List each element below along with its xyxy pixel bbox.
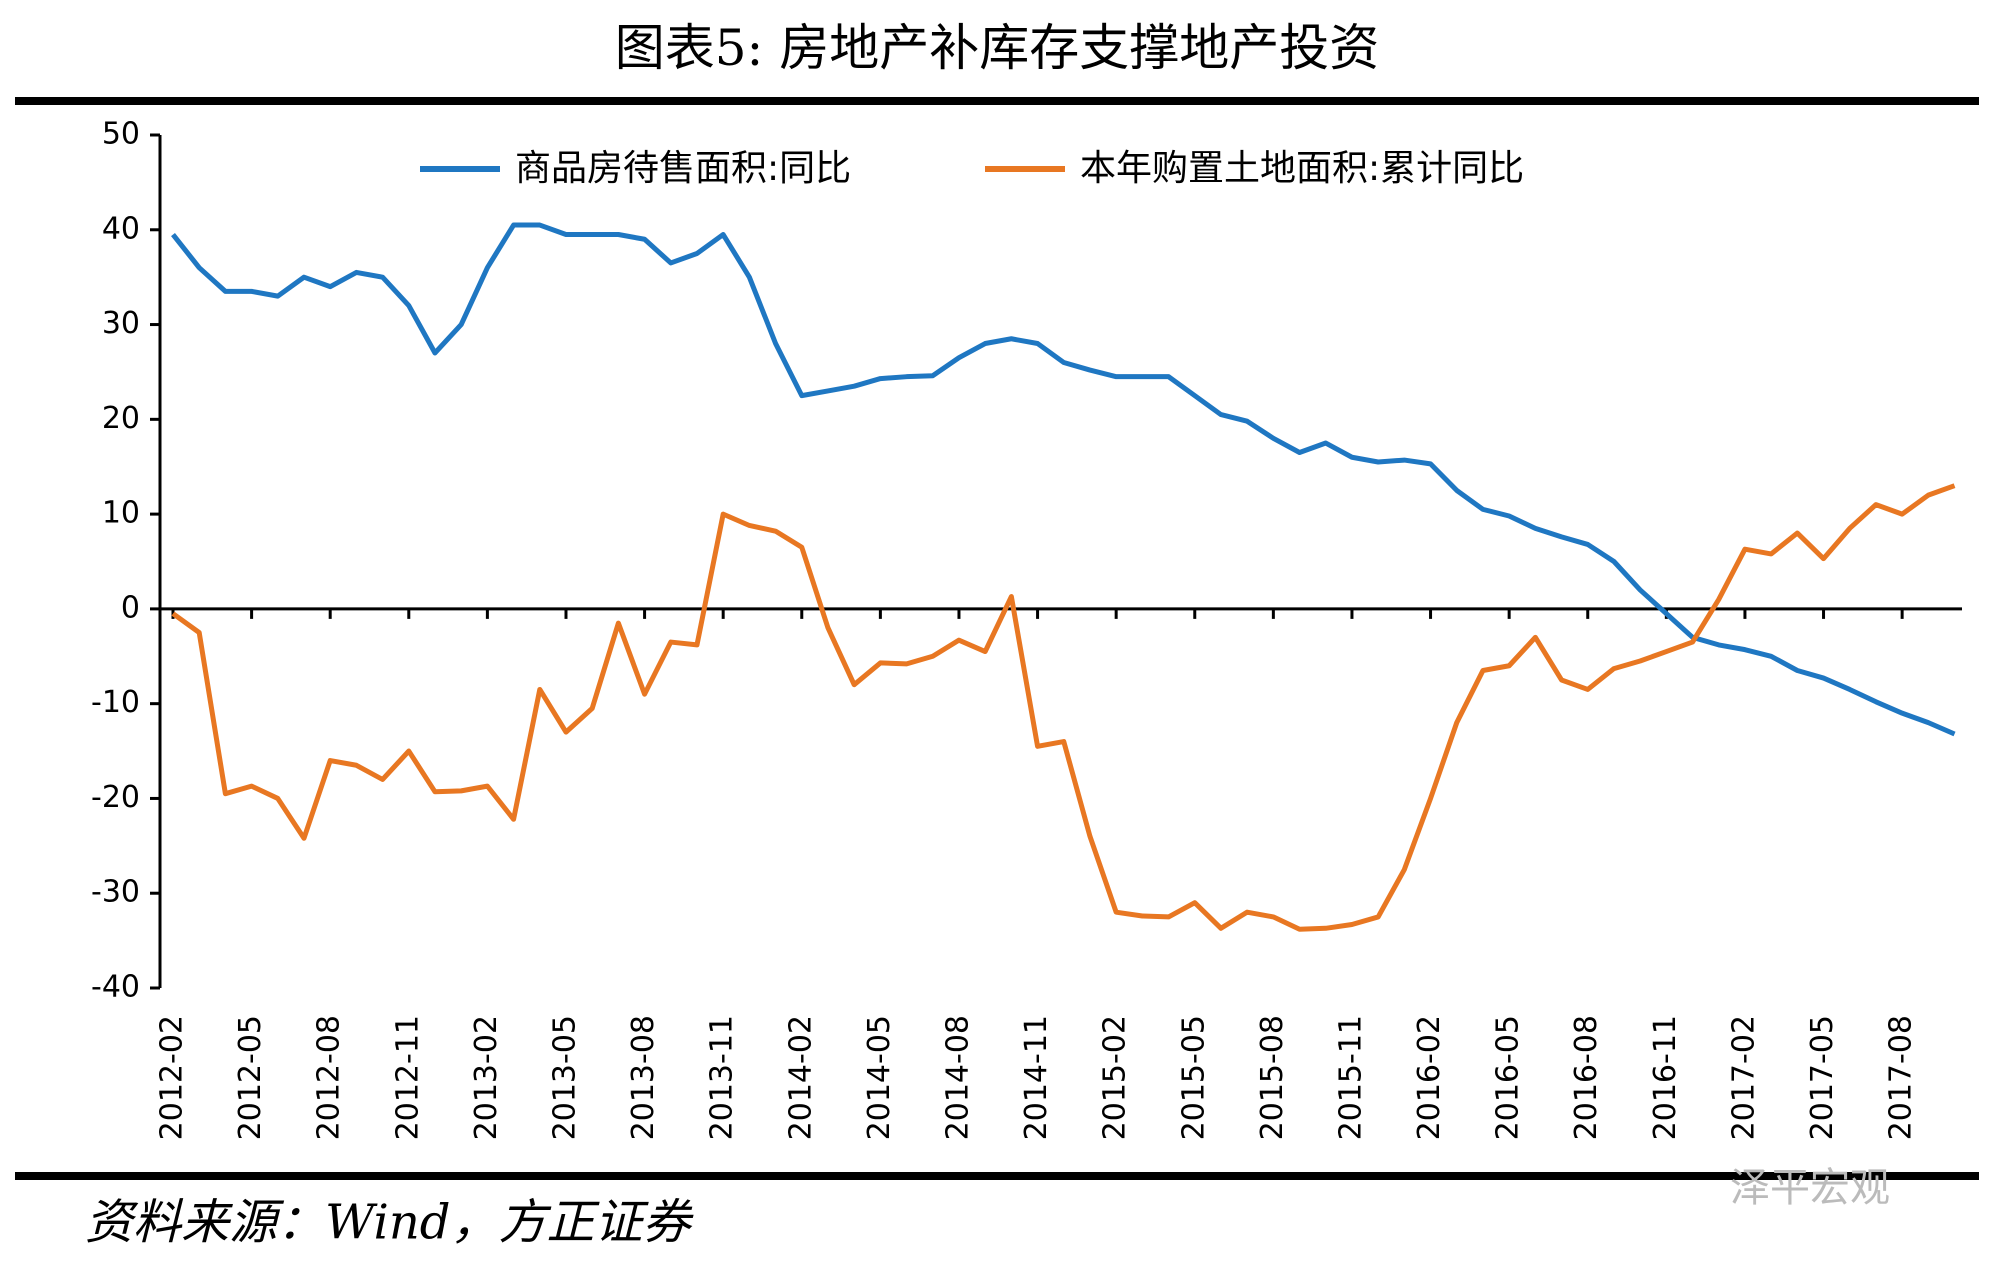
x-tick-label: 2015-05 xyxy=(1176,1015,1211,1140)
x-tick-label: 2012-05 xyxy=(233,1015,268,1140)
y-tick-label: -30 xyxy=(91,875,140,910)
y-tick-label: 10 xyxy=(102,496,140,531)
legend-label: 商品房待售面积:同比 xyxy=(515,148,851,189)
x-tick-label: 2012-11 xyxy=(390,1015,425,1140)
x-tick-label: 2015-08 xyxy=(1255,1015,1290,1140)
x-tick-label: 2016-05 xyxy=(1491,1015,1526,1140)
x-tick-label: 2013-02 xyxy=(469,1015,504,1140)
x-tick-label: 2012-02 xyxy=(155,1015,190,1140)
x-tick-label: 2016-11 xyxy=(1648,1015,1683,1140)
x-tick-label: 2017-05 xyxy=(1805,1015,1840,1140)
x-tick-label: 2016-02 xyxy=(1412,1015,1447,1140)
top-rule xyxy=(15,97,1979,105)
y-tick-label: 20 xyxy=(102,401,140,436)
x-tick-label: 2014-05 xyxy=(862,1015,897,1140)
x-tick-label: 2013-08 xyxy=(626,1015,661,1140)
y-tick-label: -20 xyxy=(91,780,140,815)
watermark: 泽平宏观 xyxy=(1730,1165,1890,1211)
x-tick-label: 2017-08 xyxy=(1884,1015,1919,1140)
x-tick-label: 2016-08 xyxy=(1569,1015,1604,1140)
x-tick-label: 2015-02 xyxy=(1098,1015,1133,1140)
x-tick-label: 2015-11 xyxy=(1333,1015,1368,1140)
legend-label: 本年购置土地面积:累计同比 xyxy=(1080,148,1524,189)
line xyxy=(171,483,1956,932)
chart-title: 图表5: 房地产补库存支撑地产投资 xyxy=(615,19,1380,77)
y-tick-label: 0 xyxy=(121,590,140,625)
x-tick-label: 2014-08 xyxy=(940,1015,975,1140)
x-tick-label: 2014-02 xyxy=(783,1015,818,1140)
x-tick-label: 2013-05 xyxy=(547,1015,582,1140)
x-tick-label: 2014-11 xyxy=(1019,1015,1054,1140)
bottom-rule xyxy=(15,1172,1979,1180)
x-tick-label: 2017-02 xyxy=(1726,1015,1761,1140)
source: 资料来源：Wind，方正证券 xyxy=(85,1195,694,1251)
x-tick-label: 2013-11 xyxy=(705,1015,740,1140)
y-tick-label: 50 xyxy=(102,117,140,152)
y-tick-label: 30 xyxy=(102,306,140,341)
y-tick-label: -40 xyxy=(91,970,140,1005)
y-tick-label: -10 xyxy=(91,685,140,720)
x-tick-label: 2012-08 xyxy=(312,1015,347,1140)
y-tick-label: 40 xyxy=(102,211,140,246)
line xyxy=(171,222,1956,737)
